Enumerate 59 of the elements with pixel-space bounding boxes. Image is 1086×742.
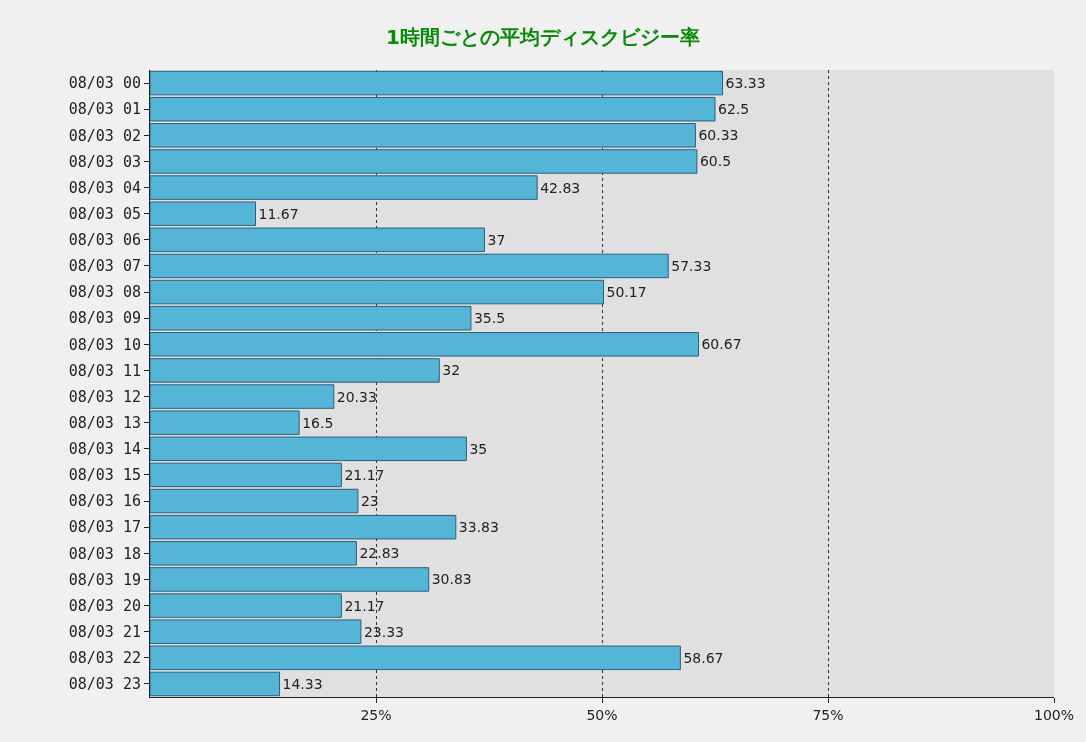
x-tick-label: 50% bbox=[586, 706, 618, 723]
data-label: 14.33 bbox=[282, 675, 323, 692]
data-label: 50.17 bbox=[606, 284, 647, 301]
data-label: 11.67 bbox=[258, 205, 299, 222]
data-label: 35.5 bbox=[473, 310, 506, 327]
data-label: 63.33 bbox=[725, 75, 766, 92]
y-tick-label: 08/03 21 bbox=[68, 622, 141, 641]
y-tick-label: 08/03 22 bbox=[68, 649, 141, 668]
data-label: 58.67 bbox=[683, 649, 724, 666]
data-label: 57.33 bbox=[671, 257, 712, 274]
data-label: 30.83 bbox=[431, 571, 472, 588]
x-tick-label: 75% bbox=[812, 706, 844, 723]
y-tick-label: 08/03 02 bbox=[68, 126, 141, 145]
data-label: 37 bbox=[487, 231, 506, 248]
bar bbox=[150, 279, 605, 305]
y-tick-label: 08/03 23 bbox=[68, 675, 141, 694]
x-tick-label: 25% bbox=[360, 706, 392, 723]
data-label: 60.5 bbox=[699, 153, 732, 170]
data-label: 35 bbox=[469, 440, 488, 457]
data-label: 32 bbox=[442, 362, 461, 379]
y-tick-label: 08/03 03 bbox=[68, 152, 141, 171]
bar bbox=[150, 488, 359, 514]
y-tick-label: 08/03 09 bbox=[68, 309, 141, 328]
data-label: 21.17 bbox=[344, 466, 385, 483]
y-tick-label: 08/03 19 bbox=[68, 570, 141, 589]
data-label: 60.33 bbox=[698, 127, 739, 144]
x-tick-label: 100% bbox=[1033, 706, 1075, 723]
y-tick-label: 08/03 12 bbox=[68, 387, 141, 406]
data-label: 23 bbox=[360, 493, 379, 510]
data-label: 23.33 bbox=[363, 623, 404, 640]
data-label: 33.83 bbox=[458, 519, 499, 536]
data-label: 60.67 bbox=[701, 336, 742, 353]
data-label: 42.83 bbox=[540, 179, 581, 196]
data-label: 62.5 bbox=[718, 101, 750, 118]
data-label: 21.17 bbox=[344, 597, 385, 614]
y-tick-label: 08/03 15 bbox=[68, 466, 141, 485]
y-tick-label: 08/03 08 bbox=[68, 283, 141, 302]
y-tick-label: 08/03 04 bbox=[68, 178, 141, 197]
bar bbox=[150, 462, 342, 488]
y-tick-label: 08/03 01 bbox=[68, 100, 141, 119]
y-tick-label: 08/03 06 bbox=[68, 231, 141, 250]
y-tick-label: 08/03 10 bbox=[68, 335, 141, 354]
y-tick-label: 08/03 14 bbox=[68, 440, 141, 459]
data-label: 16.5 bbox=[302, 414, 334, 431]
data-label: 22.83 bbox=[359, 545, 400, 562]
bar bbox=[150, 70, 723, 96]
y-tick-label: 08/03 16 bbox=[68, 492, 141, 511]
y-tick-label: 08/03 05 bbox=[68, 204, 141, 223]
y-tick-label: 08/03 11 bbox=[68, 361, 141, 380]
y-tick-label: 08/03 17 bbox=[68, 518, 141, 537]
y-tick-label: 08/03 00 bbox=[68, 74, 141, 93]
data-label: 20.33 bbox=[336, 388, 377, 405]
y-tick-label: 08/03 13 bbox=[68, 413, 141, 432]
y-tick-label: 08/03 07 bbox=[68, 257, 141, 276]
y-tick-label: 08/03 20 bbox=[68, 596, 141, 615]
bar bbox=[150, 671, 281, 697]
chart-title: 1時間ごとの平均ディスクビジー率 bbox=[386, 24, 700, 49]
y-tick-label: 08/03 18 bbox=[68, 544, 141, 563]
bar bbox=[150, 253, 669, 279]
